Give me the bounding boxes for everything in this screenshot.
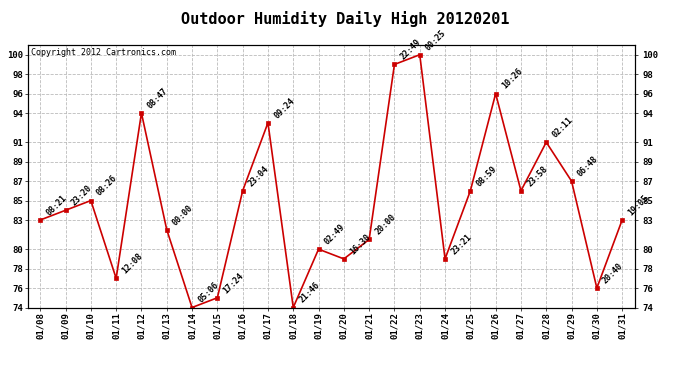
Text: 08:21: 08:21	[44, 193, 68, 217]
Text: 02:49: 02:49	[323, 222, 347, 246]
Text: 23:20: 23:20	[70, 183, 94, 207]
Text: 00:00: 00:00	[171, 203, 195, 227]
Text: 16:30: 16:30	[348, 232, 372, 256]
Text: 23:58: 23:58	[525, 164, 549, 188]
Text: 05:06: 05:06	[196, 280, 220, 305]
Text: 09:24: 09:24	[272, 96, 296, 120]
Text: 00:25: 00:25	[424, 28, 448, 52]
Text: 17:24: 17:24	[221, 271, 246, 295]
Text: 23:21: 23:21	[449, 232, 473, 256]
Text: 06:48: 06:48	[575, 154, 600, 178]
Text: Copyright 2012 Cartronics.com: Copyright 2012 Cartronics.com	[30, 48, 176, 57]
Text: 19:05: 19:05	[627, 193, 651, 217]
Text: 20:00: 20:00	[373, 213, 397, 237]
Text: 20:40: 20:40	[601, 261, 625, 285]
Text: 02:11: 02:11	[551, 116, 575, 140]
Text: 23:04: 23:04	[247, 164, 271, 188]
Text: 08:26: 08:26	[95, 174, 119, 198]
Text: 21:46: 21:46	[297, 280, 322, 305]
Text: Outdoor Humidity Daily High 20120201: Outdoor Humidity Daily High 20120201	[181, 11, 509, 27]
Text: 22:49: 22:49	[399, 38, 423, 62]
Text: 12:08: 12:08	[120, 252, 144, 276]
Text: 08:59: 08:59	[475, 164, 499, 188]
Text: 08:47: 08:47	[146, 86, 170, 110]
Text: 10:26: 10:26	[500, 67, 524, 91]
